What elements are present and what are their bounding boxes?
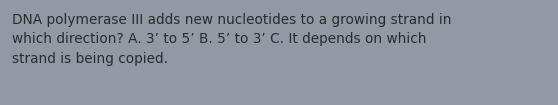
Text: DNA polymerase III adds new nucleotides to a growing strand in
which direction? : DNA polymerase III adds new nucleotides … [12, 13, 452, 66]
